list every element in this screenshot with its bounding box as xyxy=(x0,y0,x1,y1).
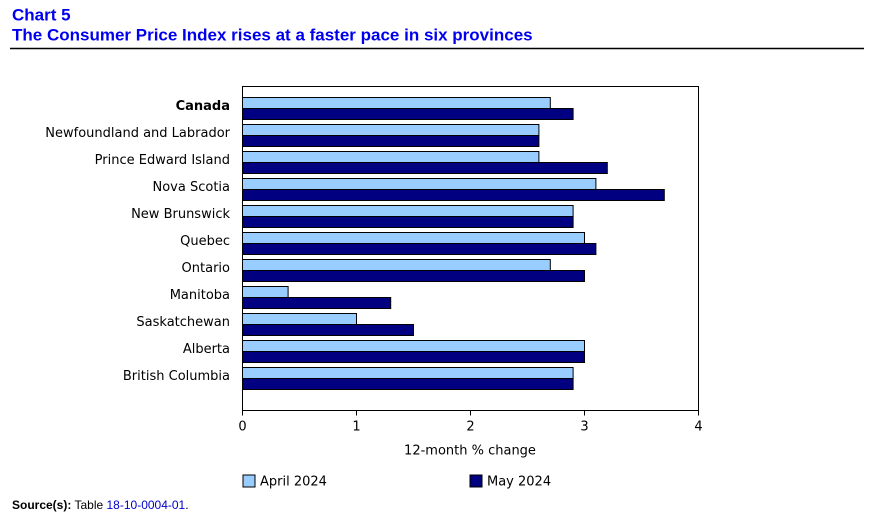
y-tick-label: Quebec xyxy=(180,234,230,249)
chart-title: The Consumer Price Index rises at a fast… xyxy=(12,25,533,44)
y-tick-label: Saskatchewan xyxy=(136,315,230,330)
bar xyxy=(242,205,574,217)
legend-swatch xyxy=(469,474,483,488)
legend-label: April 2024 xyxy=(260,475,327,490)
y-tick-label: Manitoba xyxy=(170,288,230,303)
chart-label: Chart 5 xyxy=(12,5,71,24)
source-text: Table xyxy=(74,498,104,512)
chart: Chart 5 The Consumer Price Index rises a… xyxy=(10,5,864,490)
legend-swatch xyxy=(242,474,256,488)
bar xyxy=(242,162,608,174)
y-tick-label: New Brunswick xyxy=(131,207,230,222)
bar xyxy=(242,340,585,352)
legend-label: May 2024 xyxy=(487,475,551,490)
bar xyxy=(242,259,551,271)
source-label: Source(s): xyxy=(12,498,72,512)
bar xyxy=(242,313,357,325)
x-tick-label: 3 xyxy=(580,420,588,435)
y-tick-label: Canada xyxy=(176,99,230,114)
source-link[interactable]: 18-10-0004-01 xyxy=(106,498,186,512)
y-tick-label: Alberta xyxy=(183,342,230,357)
y-tick-label: Ontario xyxy=(182,261,230,276)
source: Source(s): Table 18-10-0004-01. xyxy=(12,498,189,512)
y-tick-label: Nova Scotia xyxy=(153,180,231,195)
bar xyxy=(242,108,574,120)
x-tick-label: 2 xyxy=(466,420,474,435)
bar xyxy=(242,351,585,363)
bar xyxy=(242,232,585,244)
x-tick-label: 4 xyxy=(694,420,702,435)
bar xyxy=(242,367,574,379)
bar xyxy=(242,324,414,336)
bar xyxy=(242,378,574,390)
bar xyxy=(242,243,597,255)
bar xyxy=(242,178,597,190)
y-tick-label: Newfoundland and Labrador xyxy=(45,126,230,141)
y-tick-label: Prince Edward Island xyxy=(95,153,230,168)
bar xyxy=(242,297,392,309)
y-tick-label: British Columbia xyxy=(123,369,230,384)
bar xyxy=(242,151,540,163)
x-axis-label: 12-month % change xyxy=(404,444,536,459)
bar xyxy=(242,189,665,201)
bar xyxy=(242,216,574,228)
bar xyxy=(242,286,289,298)
x-tick-label: 1 xyxy=(352,420,360,435)
bar xyxy=(242,97,551,109)
bar xyxy=(242,270,585,282)
bar xyxy=(242,135,540,147)
x-tick-label: 0 xyxy=(238,420,246,435)
source-end: . xyxy=(185,498,189,512)
bar xyxy=(242,124,540,136)
